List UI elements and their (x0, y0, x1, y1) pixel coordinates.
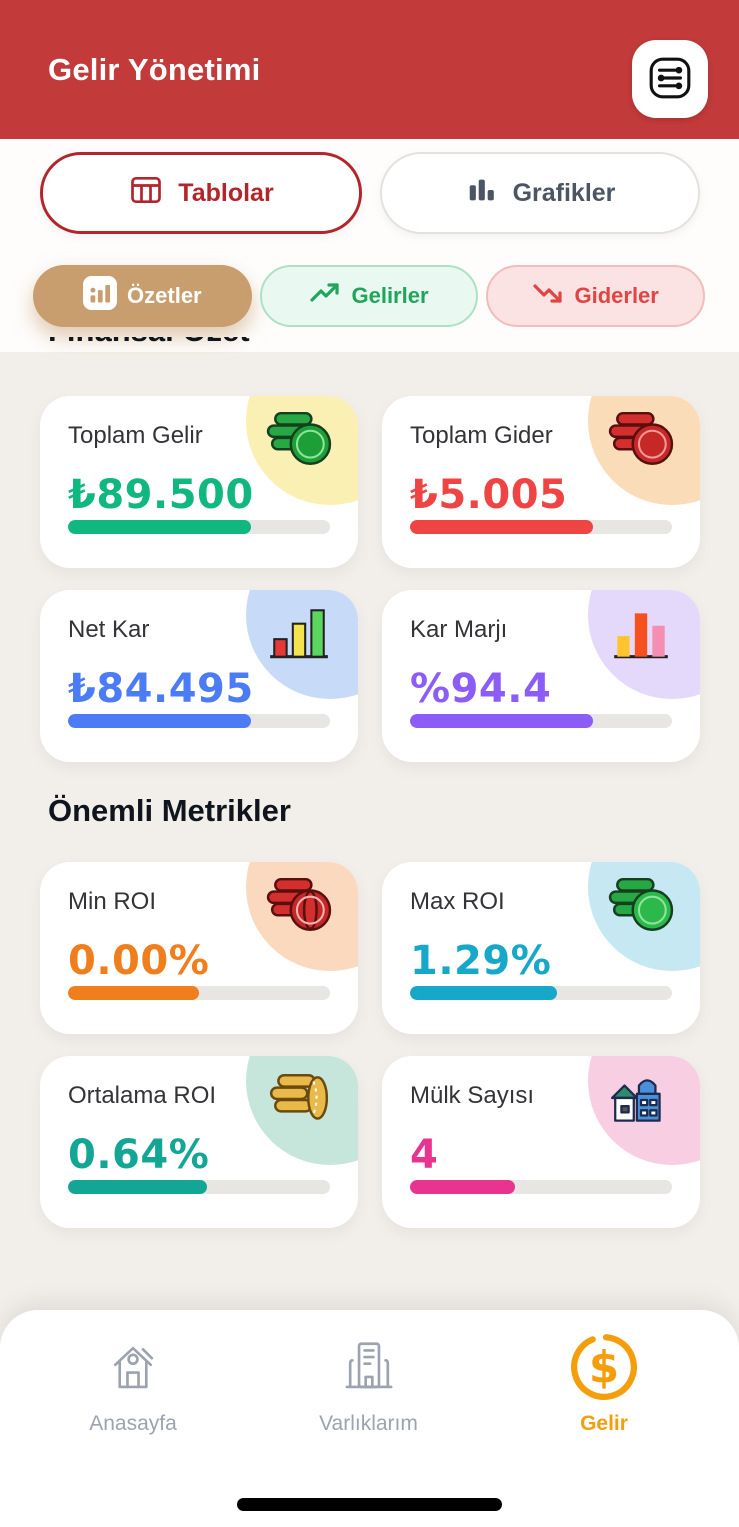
view-toggle: Tablolar Grafikler (40, 152, 700, 234)
progress-bar (68, 986, 330, 1000)
buildings-icon (338, 1328, 400, 1406)
card-kar-marji: Kar Marjı %94.4 (382, 590, 700, 762)
card-net-kar: Net Kar ₺84.495 (40, 590, 358, 762)
card-value: ₺5.005 (410, 472, 568, 518)
home-indicator[interactable] (237, 1498, 502, 1511)
tab-tablolar[interactable]: Tablolar (40, 152, 362, 234)
coins-red-icon (266, 876, 332, 936)
progress-fill (68, 986, 199, 1000)
tab-label: Grafikler (512, 178, 616, 207)
tab-label: Tablolar (178, 178, 274, 207)
tab-grafikler[interactable]: Grafikler (380, 152, 700, 234)
progress-bar (410, 520, 672, 534)
progress-fill (68, 714, 252, 728)
houses-icon (608, 1070, 674, 1130)
card-toplam-gider: Toplam Gider ₺5.005 (382, 396, 700, 568)
nav-item-varliklarim[interactable]: Varlıklarım (294, 1328, 444, 1436)
card-title: Kar Marjı (410, 616, 508, 643)
progress-fill (410, 520, 594, 534)
bar-graph-alt-icon (608, 604, 674, 664)
progress-bar (410, 1180, 672, 1194)
nav-label: Varlıklarım (319, 1412, 418, 1435)
bottom-nav: Anasayfa Varlıklarım (0, 1310, 739, 1527)
filter-settings-button[interactable] (632, 40, 708, 118)
card-value: ₺89.500 (68, 472, 254, 518)
card-value: 0.64% (68, 1132, 210, 1178)
summary-chart-icon (83, 276, 118, 316)
card-title: Toplam Gelir (68, 422, 203, 449)
trending-down-icon (532, 280, 564, 312)
bar-graph-icon (266, 604, 332, 664)
controls-band: Tablolar Grafikler (0, 139, 739, 352)
card-title: Mülk Sayısı (410, 1082, 535, 1109)
progress-fill (410, 1180, 515, 1194)
filter-label: Gelirler (351, 283, 429, 308)
card-value: 4 (410, 1132, 439, 1178)
nav-label: Anasayfa (89, 1412, 177, 1435)
card-title: Min ROI (68, 888, 157, 915)
section-title-onemli-metrikler: Önemli Metrikler (48, 793, 291, 828)
coins-green-icon (266, 410, 332, 470)
home-icon (102, 1328, 164, 1406)
progress-bar (68, 1180, 330, 1194)
coins-green-icon (608, 876, 674, 936)
progress-bar (410, 986, 672, 1000)
card-value: ₺84.495 (68, 666, 254, 712)
progress-fill (410, 714, 594, 728)
progress-fill (68, 520, 252, 534)
card-title: Net Kar (68, 616, 150, 643)
progress-bar (68, 714, 330, 728)
finansal-ozet-cards: Toplam Gelir ₺89.500 Toplam Gider ₺5.005 (40, 396, 700, 762)
nav-label: Gelir (580, 1412, 628, 1435)
table-icon (128, 172, 164, 215)
onemli-metrikler-cards: Min ROI 0.00% Max ROI 1.29% (40, 862, 700, 1228)
card-value: 0.00% (68, 938, 210, 984)
card-value: 1.29% (410, 938, 552, 984)
card-title: Ortalama ROI (68, 1082, 217, 1109)
bar-chart-icon (465, 173, 499, 214)
card-title: Max ROI (410, 888, 505, 915)
card-mulk-sayisi: Mülk Sayısı 4 (382, 1056, 700, 1228)
filter-label: Giderler (574, 283, 659, 308)
nav-item-gelir[interactable]: $ Gelir (529, 1328, 679, 1436)
card-title: Toplam Gider (410, 422, 553, 449)
nav-item-anasayfa[interactable]: Anasayfa (58, 1328, 208, 1436)
progress-fill (410, 986, 557, 1000)
filter-label: Özetler (127, 283, 202, 308)
svg-text:$: $ (589, 1343, 619, 1393)
progress-bar (410, 714, 672, 728)
filter-ozetler[interactable]: Özetler (33, 265, 252, 327)
filter-pills: Özetler Gelirler Giderle (33, 265, 706, 327)
section-title-finansal-ozet: Finansal Özet (48, 337, 348, 351)
dollar-circle-icon: $ (566, 1328, 642, 1406)
card-value: %94.4 (410, 666, 552, 712)
page-title: Gelir Yönetimi (48, 51, 261, 87)
progress-bar (68, 520, 330, 534)
filter-giderler[interactable]: Giderler (486, 265, 706, 327)
app-header: Gelir Yönetimi (0, 0, 739, 139)
card-ortalama-roi: Ortalama ROI 0.64% (40, 1056, 358, 1228)
trending-up-icon (309, 280, 341, 312)
coins-gold-icon (266, 1070, 332, 1130)
card-toplam-gelir: Toplam Gelir ₺89.500 (40, 396, 358, 568)
sliders-icon (647, 55, 693, 104)
progress-fill (68, 1180, 207, 1194)
coins-red-icon (608, 410, 674, 470)
card-min-roi: Min ROI 0.00% (40, 862, 358, 1034)
filter-gelirler[interactable]: Gelirler (259, 265, 479, 327)
card-max-roi: Max ROI 1.29% (382, 862, 700, 1034)
